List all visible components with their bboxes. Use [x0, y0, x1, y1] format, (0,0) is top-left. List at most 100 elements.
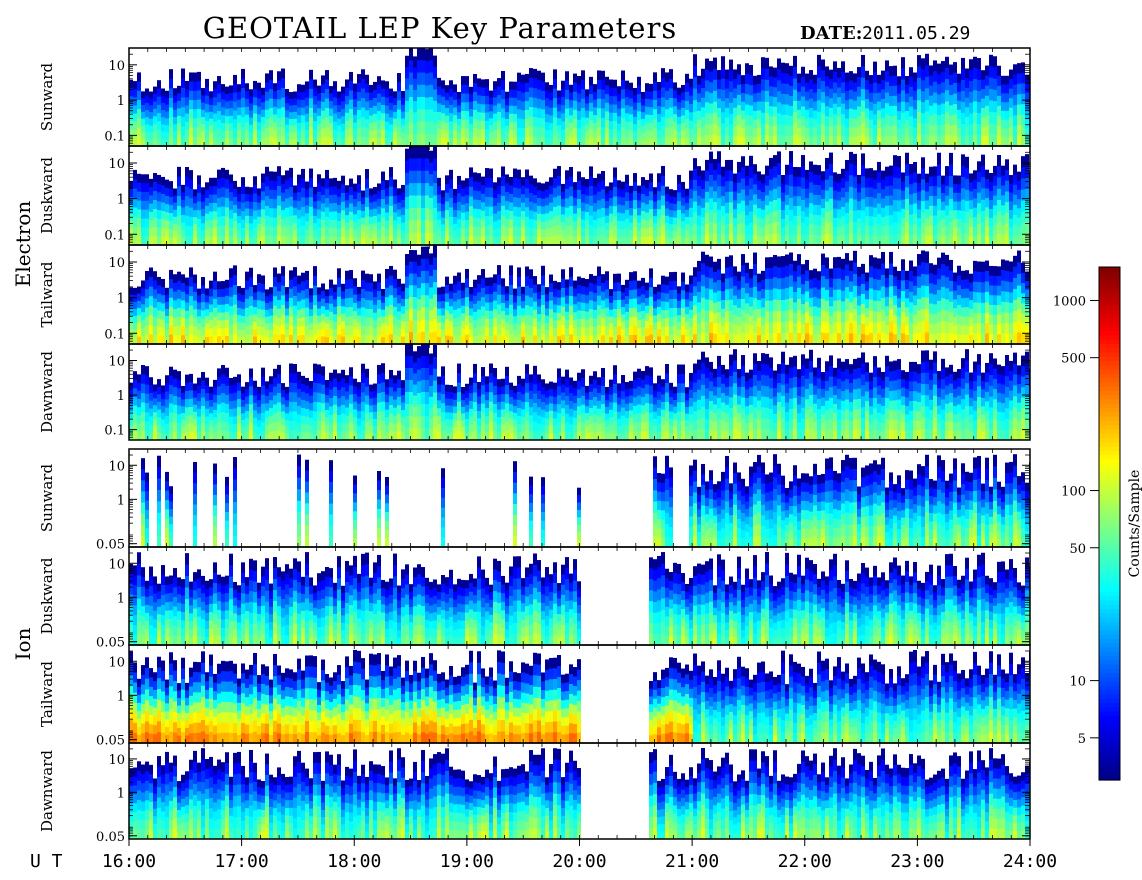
- colorbar-cell: [1099, 514, 1120, 520]
- y-tick-label: 1: [117, 591, 125, 606]
- y-tick-label: 0.05: [96, 830, 125, 845]
- electron-sunward-panel: 10 1 0.1 Sunward: [38, 47, 1031, 147]
- electron-dawnward-panel: 10 1 0.1 Dawnward: [38, 343, 1031, 441]
- colorbar-cell: [1099, 412, 1120, 418]
- colorbar-cell: [1099, 271, 1120, 277]
- x-axis-label: U T: [30, 851, 63, 872]
- colorbar-cell: [1099, 416, 1120, 422]
- colorbar-cell: [1099, 673, 1120, 678]
- colorbar-cell: [1099, 309, 1120, 315]
- panel-label: Tailward: [38, 661, 56, 727]
- colorbar-cell: [1099, 681, 1120, 687]
- spectrogram-image: [129, 146, 1030, 245]
- colorbar-cell: [1099, 446, 1120, 452]
- spectrogram-image: [141, 454, 1030, 547]
- colorbar-cell: [1099, 775, 1120, 781]
- x-tick-label: 20:00: [552, 851, 606, 872]
- colorbar-cell: [1099, 694, 1120, 700]
- colorbar-cell: [1099, 668, 1120, 674]
- colorbar-cell: [1099, 425, 1120, 431]
- colorbar-cell: [1099, 314, 1120, 319]
- ion-tailward-panel: 10 1 0.05 Tailward: [38, 644, 1031, 749]
- colorbar-cell: [1099, 604, 1120, 610]
- group-labels: Electron Ion: [11, 201, 35, 661]
- colorbar-cell: [1099, 638, 1120, 644]
- colorbar-cell: [1099, 698, 1120, 704]
- group-label: Ion: [11, 627, 35, 660]
- figure-title: GEOTAIL LEP Key Parameters: [203, 11, 677, 45]
- colorbar-cell: [1099, 382, 1120, 388]
- colorbar-cell: [1099, 703, 1120, 708]
- panel-label: Tailward: [38, 261, 56, 327]
- colorbar-cell: [1099, 750, 1120, 755]
- y-tick-label: 1: [117, 292, 125, 307]
- colorbar-cell: [1099, 480, 1120, 486]
- colorbar-cell: [1099, 296, 1120, 302]
- colorbar-cell: [1099, 326, 1120, 332]
- colorbar-cell: [1099, 596, 1120, 602]
- colorbar-cell: [1099, 502, 1120, 507]
- colorbar-cell: [1099, 720, 1120, 726]
- date-value: 2011.05.29: [862, 23, 970, 44]
- y-tick-label: 10: [108, 157, 125, 172]
- colorbar-cell: [1099, 275, 1120, 281]
- panel-label: Dawnward: [38, 351, 56, 433]
- x-tick-label: 19:00: [440, 851, 494, 872]
- colorbar-cell: [1099, 318, 1120, 324]
- colorbar-cell: [1099, 399, 1120, 405]
- colorbar-cell: [1099, 553, 1120, 559]
- colorbar-tick-label: 500: [1061, 352, 1086, 367]
- colorbar-cell: [1099, 386, 1120, 392]
- x-tick-label: 24:00: [1003, 851, 1057, 872]
- y-tick-label: 0.1: [104, 129, 125, 144]
- colorbar-cell: [1099, 356, 1120, 362]
- colorbar-label: Counts/Sample: [1127, 470, 1142, 578]
- colorbar-cell: [1099, 284, 1120, 289]
- panel-label: Dawnward: [38, 750, 56, 832]
- colorbar-cell: [1099, 574, 1120, 580]
- colorbar-cell: [1099, 485, 1120, 490]
- ion-sunward-panel: 10 1 0.05 Sunward: [38, 448, 1031, 553]
- colorbar-cell: [1099, 369, 1120, 375]
- spectrogram-image: [129, 649, 1030, 743]
- colorbar-cell: [1099, 305, 1120, 311]
- panel-label: Duskward: [38, 157, 56, 234]
- colorbar-cell: [1099, 609, 1120, 614]
- colorbar-cell: [1099, 634, 1120, 640]
- colorbar-cell: [1099, 390, 1120, 396]
- colorbar-cell: [1099, 527, 1120, 533]
- colorbar-cell: [1099, 758, 1120, 764]
- colorbar-cell: [1099, 617, 1120, 623]
- colorbar-cell: [1099, 677, 1120, 683]
- y-tick-label: 1: [117, 689, 125, 704]
- colorbar-cell: [1099, 591, 1120, 597]
- colorbar-cell: [1099, 651, 1120, 657]
- colorbar-cell: [1099, 420, 1120, 426]
- colorbar-cell: [1099, 301, 1120, 307]
- spectrogram-image: [129, 747, 1030, 839]
- colorbar-cell: [1099, 656, 1120, 661]
- y-tick-label: 1: [117, 193, 125, 208]
- colorbar-cell: [1099, 519, 1120, 525]
- date-label: DATE:: [800, 23, 862, 44]
- colorbar-cell: [1099, 267, 1120, 272]
- colorbar-cell: [1099, 331, 1120, 336]
- panel-label: Sunward: [38, 63, 56, 132]
- colorbar-cell: [1099, 532, 1120, 537]
- colorbar-cell: [1099, 621, 1120, 627]
- colorbar-tick-label: 5: [1078, 732, 1086, 747]
- colorbar-cell: [1099, 489, 1120, 495]
- colorbar-cell: [1099, 292, 1120, 298]
- colorbar-cell: [1099, 540, 1120, 546]
- colorbar-cell: [1099, 343, 1120, 349]
- colorbar-cell: [1099, 472, 1120, 478]
- colorbar-cell: [1099, 373, 1120, 379]
- colorbar-cell: [1099, 429, 1120, 435]
- colorbar-cell: [1099, 335, 1120, 341]
- colorbar-cell: [1099, 732, 1120, 738]
- colorbar-cell: [1099, 741, 1120, 747]
- colorbar-cell: [1099, 455, 1120, 460]
- colorbar-tick-label: 100: [1061, 485, 1086, 500]
- colorbar-cell: [1099, 737, 1120, 743]
- colorbar-cell: [1099, 497, 1120, 503]
